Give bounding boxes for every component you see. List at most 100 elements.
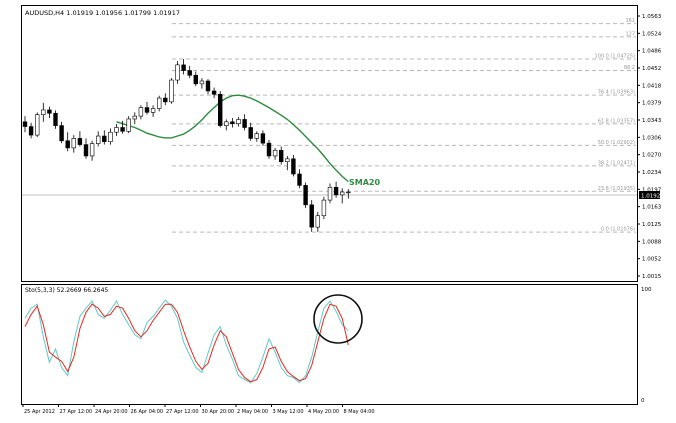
price-tick-label: 1.0270 [642, 153, 662, 159]
price-tick-label: 1.0452 [642, 66, 661, 72]
candle [230, 118, 235, 128]
candle [199, 78, 205, 89]
fibonacci-levels: 161 127 100.0 (1.04725) 88.2 76.4 (1.03963) 6… [172, 18, 636, 233]
candle [150, 105, 156, 118]
candle [53, 110, 58, 129]
candle [83, 138, 89, 159]
time-tick-label: 3 May 12:00 [273, 409, 304, 415]
price-tick-label: 1.0418 [642, 83, 662, 89]
price-tick-label: 1.0486 [642, 49, 662, 55]
candle [96, 131, 101, 147]
price-tick-label: 1.0379 [642, 101, 662, 107]
candle [89, 140, 95, 161]
candle [291, 155, 296, 177]
candle [260, 130, 266, 146]
candle [327, 183, 333, 204]
candle [285, 155, 290, 171]
price-tick-label: 1.0052 [642, 257, 661, 263]
sma20-line [116, 94, 349, 183]
stoch-axis-bottom: 0 [641, 398, 645, 404]
time-axis: 25 Apr 2012 27 Apr 12:00 24 Apr 20:00 26 Ap… [22, 404, 375, 415]
candle [163, 93, 168, 106]
candle [309, 200, 314, 232]
stoch-axis-top: 100 [641, 287, 652, 293]
candle [346, 189, 351, 199]
fib-level-label: 76.4 (1.03963) [598, 90, 635, 96]
fib-level-label: 127 [625, 31, 635, 37]
candle [181, 59, 186, 75]
candle [224, 119, 229, 131]
candle [242, 114, 247, 131]
candle [71, 135, 77, 153]
price-tick-label: 1.0234 [642, 170, 662, 176]
time-tick-label: 27 Apr 12:00 [166, 409, 199, 415]
candle [205, 79, 211, 95]
fib-level-label: 61.8 (1.03357) [598, 118, 635, 124]
price-tick-label: 1.0524 [642, 31, 662, 37]
current-price-tag: 1.0192 [639, 191, 660, 200]
candle [321, 196, 327, 220]
candle [22, 116, 28, 133]
price-tick-label: 1.0563 [642, 14, 662, 20]
candle [236, 117, 241, 127]
time-tick-label: 27 Apr 12:00 [60, 409, 93, 415]
time-tick-label: 4 May 20:00 [308, 409, 339, 415]
sma-label: SMA20 [349, 178, 380, 187]
candle [59, 121, 64, 144]
price-tick-label: 1.0015 [642, 274, 662, 280]
time-tick-label: 26 Apr 04:00 [131, 409, 164, 415]
candle [65, 132, 70, 152]
stochastic-lines [24, 299, 349, 384]
fib-level-label: 161 [625, 18, 635, 24]
sma-line [116, 94, 349, 183]
time-tick-label: 8 May 04:00 [344, 409, 375, 415]
candle [297, 169, 302, 189]
time-tick-label: 2 May 04:00 [237, 409, 268, 415]
candle [41, 102, 46, 122]
candle [303, 182, 308, 209]
candle [108, 128, 113, 145]
symbol-info: AUDUSD,H4 1.01919 1.01956 1.01799 1.0191… [25, 9, 180, 17]
highlight-circle [313, 294, 363, 344]
candles [22, 59, 351, 232]
time-tick-label: 25 Apr 2012 [24, 409, 55, 415]
candle [254, 131, 259, 142]
candle [272, 147, 278, 160]
price-tick-label: 1.0125 [642, 222, 662, 228]
time-tick-label: 30 Apr 20:00 [202, 409, 235, 415]
fib-level-label: 0.0 (1.01076) [601, 227, 635, 233]
candle [126, 116, 131, 134]
candle [114, 124, 119, 137]
price-tick-label: 1.0197 [642, 187, 662, 193]
fib-level-label: 23.6 (1.01935) [598, 186, 635, 192]
candle [102, 130, 107, 145]
fib-level-label: 100.0 (1.04725) [595, 53, 636, 59]
candle [266, 139, 272, 159]
fib-level-label: 38.2 (1.02471) [598, 160, 635, 166]
candle [333, 181, 339, 198]
candle [218, 90, 223, 128]
stoch-main-line [24, 299, 349, 384]
candle [193, 71, 198, 87]
candle [175, 61, 180, 84]
candle [144, 101, 150, 115]
stoch-signal-line [24, 303, 349, 383]
time-tick-label: 24 Apr 20:00 [95, 409, 128, 415]
price-tick-label: 1.0163 [642, 205, 662, 211]
main-pane-frame [21, 5, 638, 282]
candle [34, 112, 40, 137]
candle [77, 131, 83, 147]
candle [169, 78, 174, 104]
candle [315, 211, 320, 232]
candle [211, 87, 217, 99]
candle [278, 146, 284, 165]
stoch-header: Sto(5,3,3) 52.2669 66.2645 [25, 287, 108, 294]
candle [248, 122, 253, 141]
candle [138, 105, 144, 120]
candle [187, 65, 192, 79]
price-tick-label: 1.0306 [642, 135, 662, 141]
candle [157, 95, 162, 112]
candle [339, 188, 345, 204]
